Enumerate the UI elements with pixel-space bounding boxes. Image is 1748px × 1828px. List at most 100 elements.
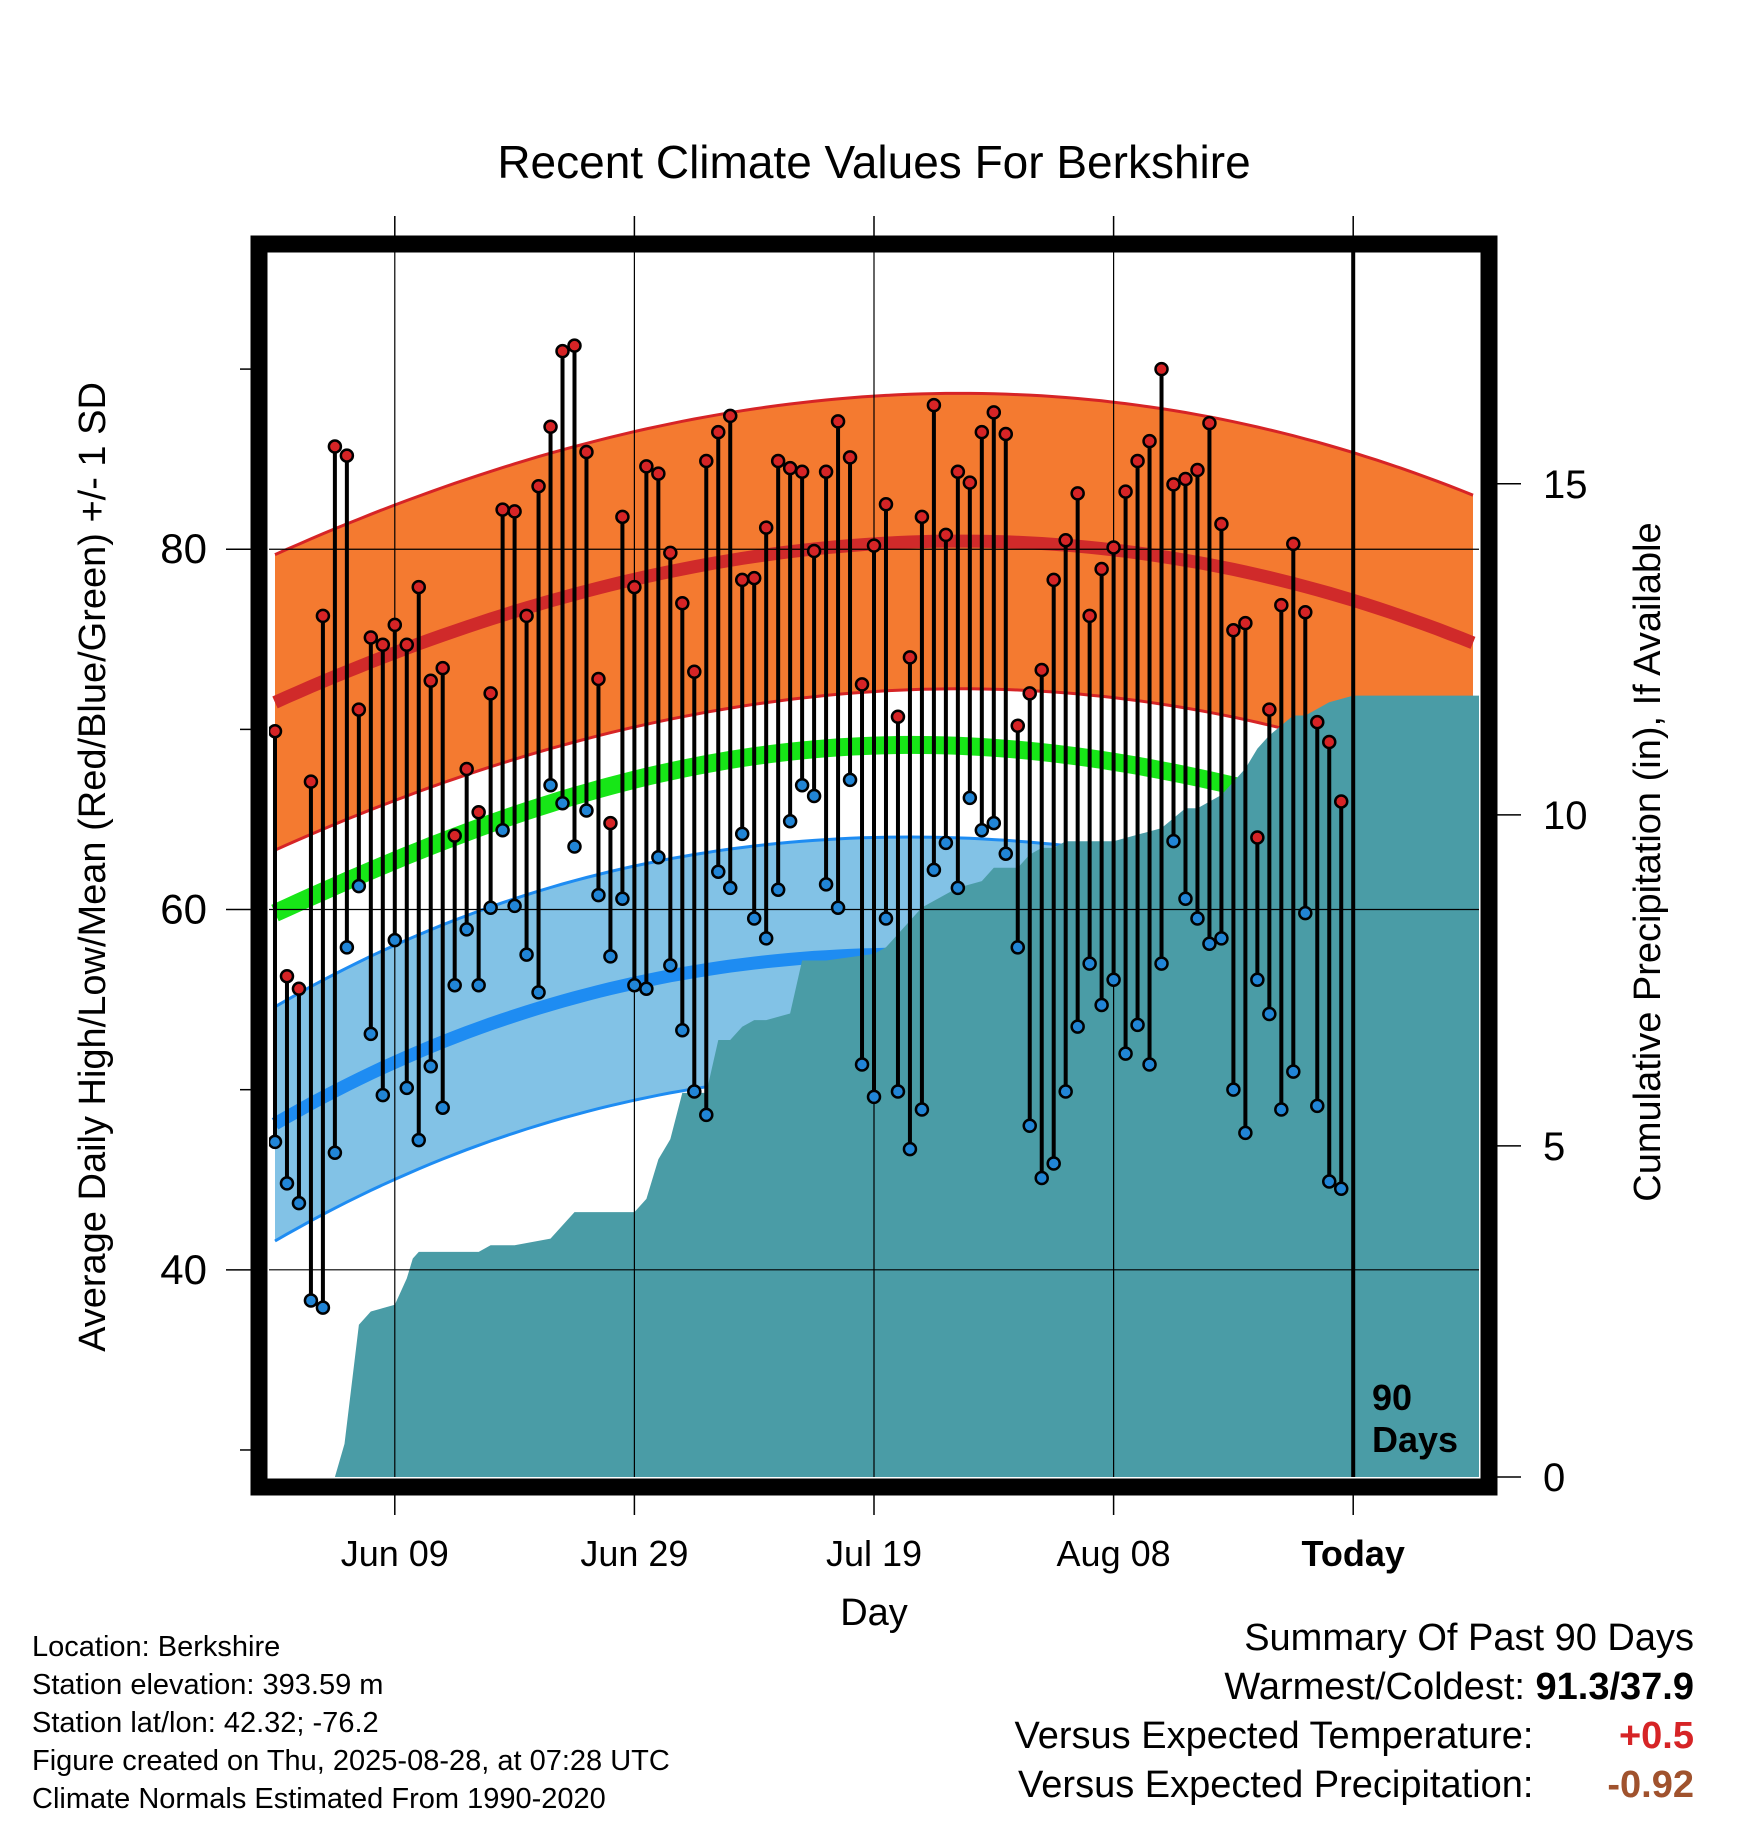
daily-low-point bbox=[279, 1176, 295, 1191]
daily-low-point bbox=[818, 877, 834, 892]
daily-high-point bbox=[543, 419, 558, 434]
daily-low-point bbox=[591, 887, 606, 903]
daily-high-point bbox=[1022, 686, 1037, 701]
daily-high-point bbox=[1262, 702, 1277, 717]
daily-low-point bbox=[1010, 940, 1026, 955]
daily-high-point bbox=[447, 828, 462, 843]
daily-high-point bbox=[842, 450, 858, 465]
daily-high-point bbox=[375, 637, 391, 652]
x-tick-label: Today bbox=[1302, 1533, 1405, 1574]
daily-high-point bbox=[423, 673, 438, 688]
daily-low-point bbox=[1310, 1098, 1325, 1114]
daily-low-point bbox=[339, 940, 355, 955]
y2-tick-label: 10 bbox=[1543, 794, 1588, 838]
daily-high-point bbox=[399, 637, 415, 652]
daily-high-point bbox=[1070, 486, 1085, 501]
daily-low-point bbox=[890, 1084, 906, 1099]
daily-high-point bbox=[950, 464, 966, 480]
daily-low-point bbox=[1298, 905, 1313, 921]
daily-low-point bbox=[974, 823, 990, 838]
daily-high-point bbox=[435, 660, 450, 676]
y-tick-label: 60 bbox=[160, 886, 207, 933]
daily-high-point bbox=[746, 570, 762, 586]
daily-high-point bbox=[1250, 830, 1265, 845]
daily-high-point bbox=[615, 509, 630, 525]
daily-high-point bbox=[1333, 794, 1349, 809]
daily-low-point bbox=[1058, 1084, 1073, 1099]
daily-low-point bbox=[1262, 1006, 1277, 1022]
daily-low-point bbox=[375, 1087, 391, 1103]
daily-high-point bbox=[926, 397, 942, 413]
daily-low-point bbox=[651, 850, 666, 865]
daily-high-point bbox=[1142, 433, 1157, 449]
location-text: Location: Berkshire bbox=[32, 1631, 281, 1663]
daily-high-point bbox=[495, 502, 510, 517]
daily-high-point bbox=[878, 496, 894, 512]
daily-high-point bbox=[651, 466, 666, 481]
daily-high-point bbox=[794, 464, 810, 480]
daily-low-point bbox=[663, 958, 678, 973]
daily-low-point bbox=[1226, 1082, 1241, 1097]
daily-low-point bbox=[950, 880, 966, 896]
precip-departure-label: Versus Expected Precipitation: bbox=[1018, 1764, 1534, 1806]
daily-low-point bbox=[423, 1059, 438, 1074]
daily-low-point bbox=[1274, 1102, 1289, 1117]
daily-high-point bbox=[1202, 415, 1217, 431]
x-tick-label: Jun 09 bbox=[341, 1533, 449, 1574]
daily-high-point bbox=[1298, 605, 1313, 620]
daily-high-point bbox=[866, 538, 882, 553]
daily-high-point bbox=[291, 981, 307, 997]
daily-low-point bbox=[962, 790, 978, 806]
temp-departure-label: Versus Expected Temperature: bbox=[1014, 1715, 1534, 1757]
daily-high-point bbox=[1310, 714, 1325, 730]
daily-high-point bbox=[806, 543, 822, 559]
daily-high-point bbox=[830, 414, 846, 429]
daily-low-point bbox=[447, 977, 462, 993]
daily-high-point bbox=[938, 527, 954, 543]
daily-high-point bbox=[507, 504, 522, 519]
daily-low-point bbox=[1286, 1064, 1301, 1079]
daily-low-point bbox=[531, 985, 546, 1000]
daily-high-point bbox=[279, 968, 295, 984]
daily-low-point bbox=[866, 1089, 882, 1105]
daily-high-point bbox=[1166, 477, 1181, 492]
daily-high-point bbox=[1118, 484, 1133, 499]
daily-low-point bbox=[1202, 936, 1217, 952]
daily-low-point bbox=[902, 1141, 918, 1157]
daily-low-point bbox=[387, 932, 403, 948]
created-text: Figure created on Thu, 2025-08-28, at 07… bbox=[32, 1745, 670, 1777]
warmest-coldest-label: Warmest/Coldest: bbox=[1224, 1666, 1525, 1708]
daily-high-point bbox=[914, 509, 930, 525]
daily-low-point bbox=[1082, 956, 1097, 971]
daily-high-point bbox=[1094, 561, 1109, 577]
daily-low-point bbox=[758, 931, 774, 946]
daily-high-point bbox=[998, 426, 1014, 442]
daily-low-point bbox=[363, 1026, 379, 1042]
daily-high-point bbox=[471, 805, 486, 820]
daily-low-point bbox=[1166, 833, 1181, 849]
daily-high-point bbox=[962, 475, 978, 490]
daily-low-point bbox=[627, 977, 642, 993]
daily-high-point bbox=[387, 617, 403, 633]
daily-high-point bbox=[1238, 615, 1253, 631]
daily-high-point bbox=[579, 444, 594, 460]
summary-title: Summary Of Past 90 Days bbox=[1244, 1617, 1694, 1659]
daily-low-point bbox=[1238, 1125, 1253, 1141]
daily-high-point bbox=[483, 686, 498, 701]
daily-low-point bbox=[878, 911, 894, 926]
daily-high-point bbox=[459, 761, 474, 777]
daily-high-point bbox=[758, 520, 774, 535]
daily-high-point bbox=[327, 439, 343, 454]
precip-departure-value: -0.92 bbox=[1607, 1764, 1694, 1806]
daily-high-point bbox=[519, 608, 534, 624]
daily-low-point bbox=[615, 891, 630, 906]
daily-high-point bbox=[315, 608, 331, 624]
daily-high-point bbox=[1190, 462, 1205, 478]
today-label-days: Days bbox=[1372, 1419, 1458, 1460]
daily-high-point bbox=[269, 723, 283, 739]
daily-low-point bbox=[1022, 1118, 1037, 1133]
daily-low-point bbox=[315, 1300, 331, 1315]
daily-high-point bbox=[902, 650, 918, 665]
daily-high-point bbox=[339, 448, 355, 463]
daily-low-point bbox=[1046, 1156, 1061, 1171]
